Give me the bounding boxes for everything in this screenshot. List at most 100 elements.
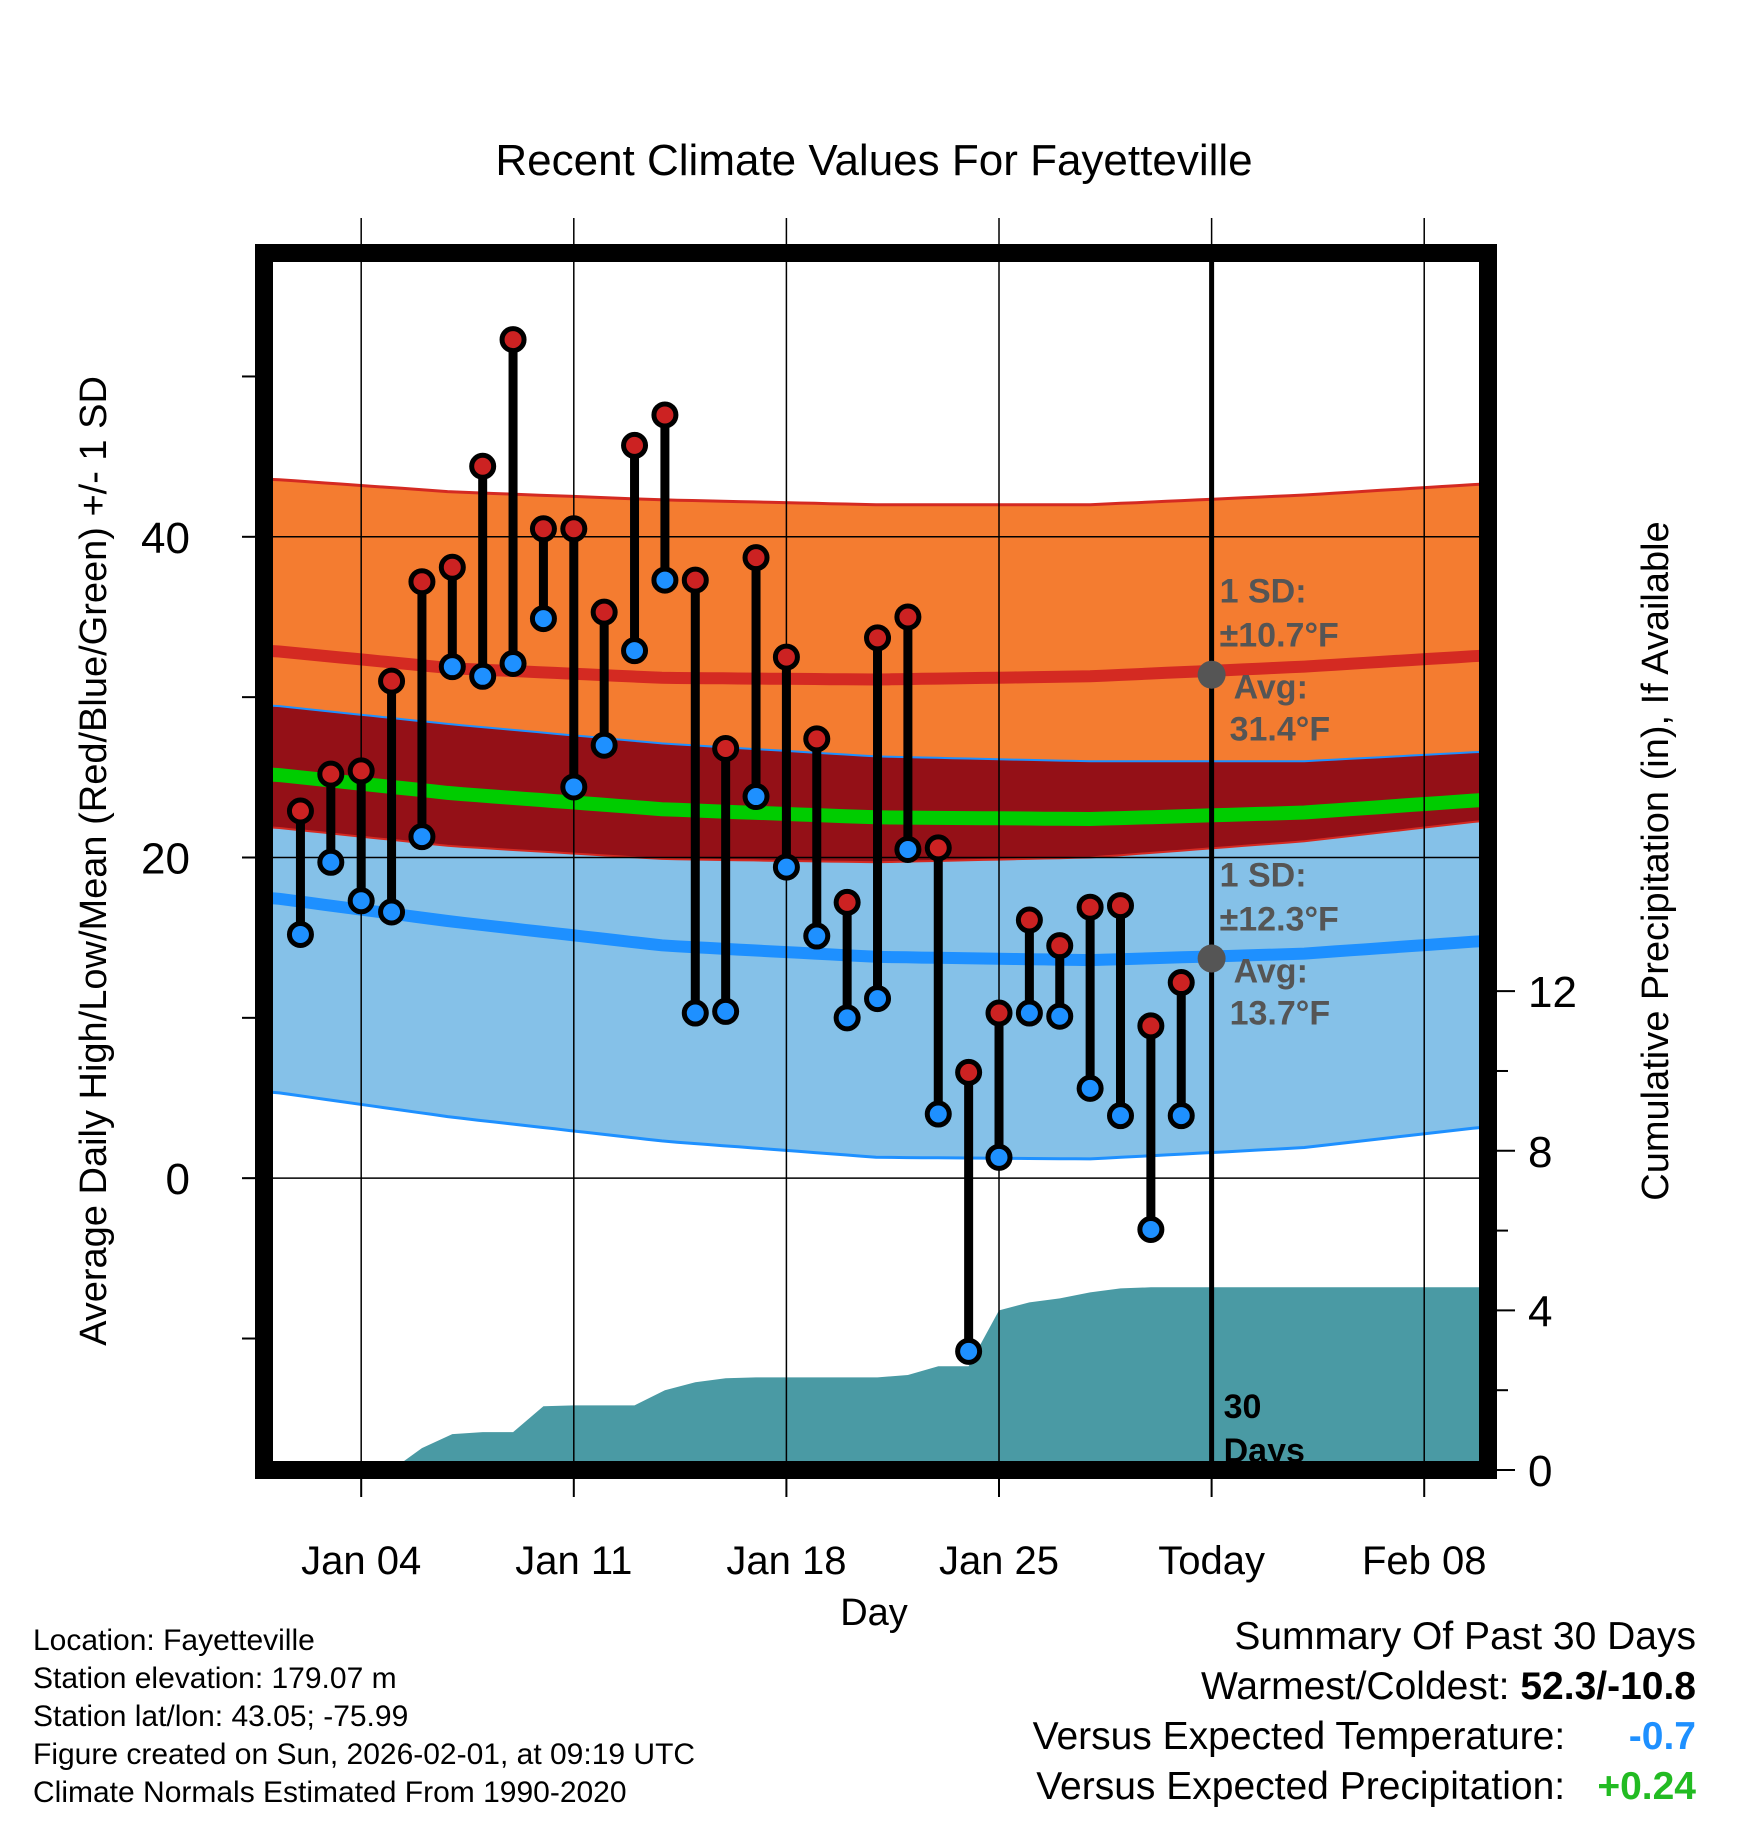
- daily-high-point: [803, 725, 831, 753]
- daily-low-point: [408, 823, 436, 851]
- latlon-text: Station lat/lon: 43.05; -75.99: [33, 1700, 409, 1733]
- y-tick-label: 20: [141, 834, 190, 883]
- daily-low-point: [469, 662, 497, 690]
- daily-high-point: [651, 401, 679, 429]
- daily-high-point: [894, 603, 922, 631]
- daily-low-point: [894, 835, 922, 863]
- daily-low-point: [803, 922, 831, 950]
- y-right-tick-label: 0: [1528, 1447, 1552, 1496]
- daily-high-point: [590, 598, 618, 626]
- daily-high-point: [621, 431, 649, 459]
- daily-low-point: [712, 997, 740, 1025]
- daily-low-point: [833, 1004, 861, 1032]
- y-axis-label: Average Daily High/Low/Mean (Red/Blue/Gr…: [73, 376, 115, 1346]
- daily-high-point: [1106, 892, 1134, 920]
- daily-high-point: [985, 999, 1013, 1027]
- daily-low-point: [286, 920, 314, 948]
- low-sd-label: 1 SD:: [1220, 857, 1307, 895]
- y-right-tick-label: 4: [1528, 1287, 1552, 1336]
- y-axis-right-label: Cumulative Precipitation (in), If Availa…: [1635, 521, 1677, 1200]
- plot-area: 1 SD: ±10.7°F Avg: 31.4°F 1 SD: ±12.3°F Avg: 13…: [244, 218, 1488, 1470]
- daily-high-point: [1015, 906, 1043, 934]
- temp-label: Versus Expected Temperature:: [1032, 1715, 1566, 1758]
- created-text: Figure created on Sun, 2026-02-01, at 09…: [33, 1738, 696, 1771]
- elevation-text: Station elevation: 179.07 m: [33, 1662, 397, 1695]
- daily-low-point: [1167, 1102, 1195, 1130]
- high-sd-value: ±10.7°F: [1220, 617, 1339, 655]
- daily-low-point: [1076, 1074, 1104, 1102]
- high-sd-label: 1 SD:: [1220, 573, 1307, 611]
- y-right-tick-label: 8: [1528, 1128, 1552, 1177]
- x-tick-label: Jan 25: [939, 1539, 1059, 1583]
- daily-low-point: [621, 637, 649, 665]
- daily-high-point: [378, 667, 406, 695]
- daily-high-point: [924, 834, 952, 862]
- plot-frame: [255, 244, 1497, 1479]
- daily-high-point: [1137, 1012, 1165, 1040]
- x-axis-label: Day: [840, 1592, 908, 1634]
- daily-low-point: [499, 649, 527, 677]
- station-info: Location: Fayetteville Station elevation…: [33, 1622, 695, 1812]
- daily-high-point: [772, 643, 800, 671]
- daily-low-point: [651, 566, 679, 594]
- low-lower-edge: [264, 1090, 1488, 1161]
- daily-low-point: [1106, 1102, 1134, 1130]
- daily-low-point: [985, 1143, 1013, 1171]
- daily-high-point: [864, 624, 892, 652]
- daily-low-point: [347, 887, 375, 915]
- daily-high-point: [286, 797, 314, 825]
- normals-text: Climate Normals Estimated From 1990-2020: [33, 1776, 627, 1809]
- daily-low-point: [772, 853, 800, 881]
- daily-high-point: [1076, 893, 1104, 921]
- days-window-label-line: 30: [1224, 1388, 1262, 1426]
- location-text: Location: Fayetteville: [33, 1624, 315, 1657]
- daily-low-point: [529, 605, 557, 633]
- daily-low-point: [924, 1100, 952, 1128]
- daily-high-point: [499, 326, 527, 354]
- daily-high-point: [438, 553, 466, 581]
- y-tick-label: 40: [141, 514, 190, 563]
- daily-low-point: [1137, 1215, 1165, 1243]
- high-avg-value: 31.4°F: [1230, 711, 1331, 749]
- daily-high-point: [560, 515, 588, 543]
- daily-low-point: [590, 731, 618, 759]
- daily-high-point: [1167, 969, 1195, 997]
- y-right-tick-label: 12: [1528, 968, 1577, 1017]
- daily-low-point: [1015, 999, 1043, 1027]
- x-tick-label: Feb 08: [1362, 1539, 1487, 1583]
- summary-precip-row: Versus Expected Precipitation: +0.24: [1033, 1762, 1696, 1812]
- y-tick-label: 0: [166, 1155, 190, 1204]
- daily-low-point: [864, 985, 892, 1013]
- daily-high-point: [833, 888, 861, 916]
- summary-title: Summary Of Past 30 Days: [1234, 1615, 1696, 1658]
- daily-low-point: [1046, 1002, 1074, 1030]
- low-avg-value: 13.7°F: [1230, 995, 1331, 1033]
- low-avg-label: Avg:: [1234, 953, 1308, 991]
- high-avg-marker: [1197, 660, 1226, 689]
- daily-high-point: [742, 544, 770, 572]
- daily-high-point: [347, 757, 375, 785]
- daily-high-point: [408, 568, 436, 596]
- precip-value: +0.24: [1597, 1765, 1696, 1808]
- daily-low-point: [317, 848, 345, 876]
- precip-label: Versus Expected Precipitation:: [1036, 1765, 1566, 1808]
- x-tick-label: Jan 04: [301, 1539, 421, 1583]
- high-upper-edge: [264, 477, 1488, 507]
- daily-high-point: [1046, 932, 1074, 960]
- daily-high-point: [529, 515, 557, 543]
- summary-warmest-row: Warmest/Coldest: 52.3/-10.8: [1033, 1662, 1696, 1712]
- daily-high-point: [681, 566, 709, 594]
- daily-low-point: [955, 1337, 983, 1365]
- x-tick-label: Today: [1158, 1539, 1265, 1583]
- daily-low-point: [438, 653, 466, 681]
- axes: 0 20 40 0 4 8 12 Jan 04 Jan 11 Jan 18 Jan 25 Today F…: [141, 244, 1577, 1583]
- daily-low-point: [742, 783, 770, 811]
- low-sd-value: ±12.3°F: [1220, 901, 1339, 939]
- daily-high-point: [955, 1058, 983, 1086]
- daily-low-point: [378, 898, 406, 926]
- daily-low-point: [681, 999, 709, 1027]
- low-avg-marker: [1197, 944, 1226, 973]
- high-avg-label: Avg:: [1234, 669, 1308, 707]
- warmest-label: Warmest/Coldest:: [1201, 1665, 1510, 1708]
